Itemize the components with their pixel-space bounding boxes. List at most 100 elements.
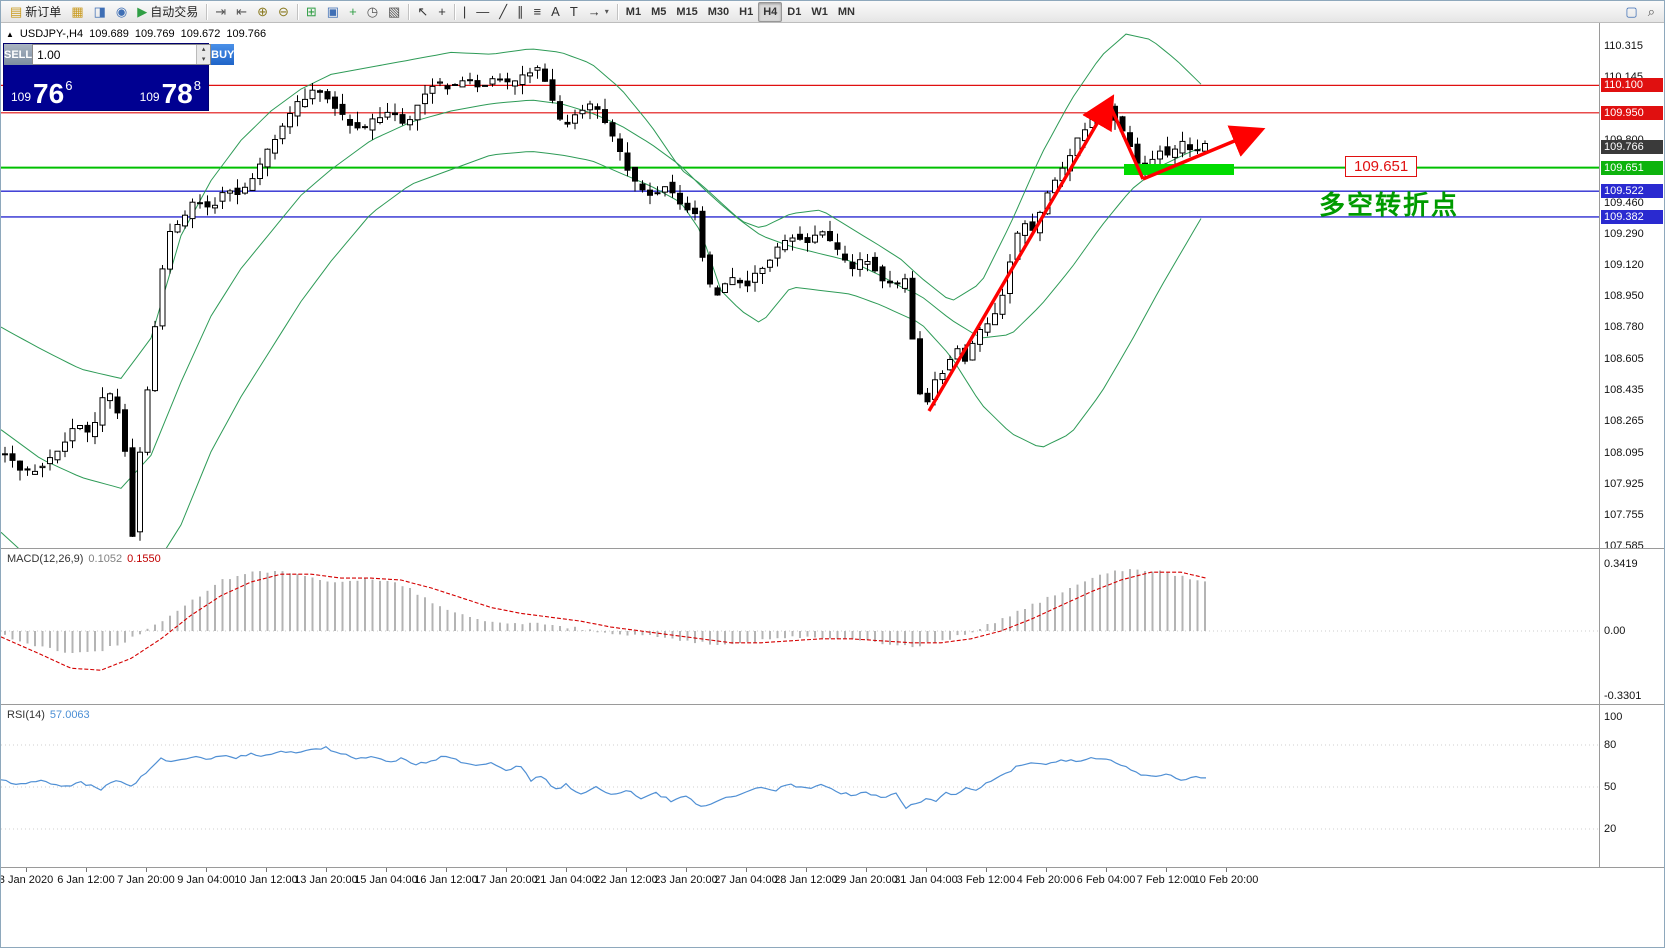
market-watch-button[interactable]: ◨ <box>89 2 111 22</box>
chart-shift-button[interactable]: ⇤ <box>231 2 252 22</box>
volume-input[interactable] <box>33 45 197 64</box>
fibonacci-button[interactable]: ≡ <box>529 2 547 22</box>
new-order-button[interactable]: ▤ 新订单 <box>10 4 62 19</box>
macd-histogram-bar <box>791 631 794 637</box>
timeframe-m15-button[interactable]: M15 <box>676 5 698 18</box>
trend-arrow-1[interactable] <box>927 94 1115 412</box>
candle-body <box>669 181 676 194</box>
macd-panel[interactable]: MACD(12,26,9) 0.1052 0.1550 <box>1 549 1599 704</box>
trend-arrow-2[interactable] <box>1107 102 1145 180</box>
horizontal-line-button[interactable]: — <box>471 2 494 22</box>
tile-windows-button[interactable]: ⊞ <box>301 2 322 22</box>
macd-histogram-bar <box>701 631 704 642</box>
macd-histogram-bar <box>439 606 441 631</box>
timeframe-m30-button[interactable]: M30 <box>707 5 730 18</box>
label-button[interactable]: T <box>565 2 583 22</box>
candle-body <box>557 101 563 120</box>
crosshair-icon: + <box>438 4 446 19</box>
candle-body <box>257 163 263 180</box>
price-level-label[interactable]: 109.651 <box>1345 156 1418 177</box>
one-click-toggle-icon[interactable]: ▲ <box>6 29 14 39</box>
navigator-button[interactable]: ◉ <box>111 2 132 22</box>
volume-decrease-button[interactable]: ▾ <box>196 54 211 64</box>
time-axis-label: 17 Jan 20:00 <box>474 874 538 886</box>
timeframe-m1-button[interactable]: M1 <box>625 5 642 18</box>
symbol-period-label: USDJPY-,H4 <box>19 28 84 40</box>
market-depth-button[interactable]: ▦ <box>66 2 88 22</box>
autotrading-button[interactable]: ▶ 自动交易 <box>137 4 199 19</box>
time-axis-tick <box>626 868 627 872</box>
buy-button[interactable]: BUY <box>211 44 235 65</box>
rsi-panel[interactable]: RSI(14) 57.0063 <box>1 705 1599 867</box>
turning-point-note[interactable]: 多空转折点 <box>1319 190 1460 220</box>
macd-histogram-bar <box>1174 575 1176 631</box>
shapes-icon: → <box>587 4 601 19</box>
candle-body <box>489 78 496 85</box>
macd-axis[interactable]: 0.3419 0.00 -0.3301 <box>1599 549 1664 704</box>
candle-body <box>1164 146 1171 156</box>
macd-histogram-bar <box>109 631 111 646</box>
macd-histogram-bar <box>266 572 269 631</box>
candle-body <box>309 89 316 100</box>
macd-histogram-bar <box>626 631 629 636</box>
buy-price-display[interactable]: 109 78 8 <box>140 78 201 108</box>
timeframe-w1-button[interactable]: W1 <box>811 5 828 18</box>
macd-histogram-bar <box>836 631 839 639</box>
periods-button[interactable]: ◷ <box>362 2 383 22</box>
macd-histogram-bar <box>979 629 981 631</box>
scroll-to-end-button[interactable]: ⇥ <box>210 2 231 22</box>
text-button[interactable]: A <box>546 2 565 22</box>
macd-histogram-bar <box>686 631 689 641</box>
search-button[interactable]: ⌕ <box>1643 2 1660 22</box>
macd-histogram-bar <box>251 571 254 631</box>
time-axis[interactable]: 3 Jan 2020 6 Jan 12:00 7 Jan 20:00 9 Jan 04… <box>1 867 1664 891</box>
timeframe-mn-button[interactable]: MN <box>837 5 855 18</box>
candle-body <box>324 91 331 100</box>
panel-separator[interactable] <box>1 548 1664 549</box>
vertical-line-button[interactable]: | <box>458 2 471 22</box>
rsi-axis[interactable]: 100 80 50 20 <box>1599 705 1664 867</box>
sell-button[interactable]: SELL <box>4 44 33 65</box>
templates-button[interactable]: ▧ <box>383 2 405 22</box>
trendline-icon: ╱ <box>499 4 508 19</box>
macd-histogram-bar <box>499 622 501 631</box>
timeframe-d1-button[interactable]: D1 <box>787 5 802 18</box>
tile-windows-icon: ⊞ <box>305 4 317 19</box>
candle-body <box>947 359 953 371</box>
zoom-out-button[interactable]: ⊖ <box>273 2 294 22</box>
sell-price-display[interactable]: 109 76 6 <box>11 78 73 108</box>
macd-histogram-bar <box>814 631 816 638</box>
rsi-line <box>1 745 1206 810</box>
zoom-in-button[interactable]: ⊕ <box>252 2 273 22</box>
macd-histogram-bar <box>34 631 36 647</box>
indicators-button[interactable]: + <box>344 2 362 22</box>
timeframe-m5-button[interactable]: M5 <box>651 5 667 18</box>
price-chart-plot[interactable]: ▲ USDJPY-,H4 109.689 109.769 109.672 109… <box>1 23 1599 548</box>
shapes-dropdown[interactable]: → ▾ <box>583 2 614 22</box>
timeframe-h1-button[interactable]: H1 <box>739 5 754 18</box>
bid-pip-digit: 6 <box>65 78 73 93</box>
panel-separator[interactable] <box>1 704 1664 705</box>
timeframe-h4-button[interactable]: H4 <box>758 1 783 22</box>
window-list-button[interactable]: ▢ <box>1620 2 1642 22</box>
macd-histogram-bar <box>326 581 329 631</box>
new-chart-button[interactable]: ▣ <box>322 2 344 22</box>
trendline-button[interactable]: ╱ <box>494 2 512 22</box>
macd-histogram-bar <box>229 579 231 631</box>
highlight-rect[interactable] <box>1124 164 1234 175</box>
fibonacci-icon: ≡ <box>533 4 542 19</box>
trend-arrow-3[interactable] <box>1142 125 1266 181</box>
cursor-button[interactable]: ↖ <box>412 2 433 22</box>
price-axis[interactable]: 110.315110.145109.800109.460109.290109.1… <box>1599 23 1664 552</box>
macd-axis-label: -0.3301 <box>1604 690 1642 702</box>
resistance-badge-1: 110.100 <box>1601 78 1663 92</box>
candle-body <box>459 80 466 88</box>
candle-body <box>437 81 443 84</box>
macd-histogram-bar <box>896 631 899 646</box>
macd-histogram-bar <box>206 590 209 631</box>
candle-body <box>587 103 593 111</box>
volume-increase-button[interactable]: ▴ <box>196 45 211 55</box>
crosshair-button[interactable]: + <box>433 2 451 22</box>
channel-button[interactable]: ∥ <box>512 2 529 22</box>
candle-body <box>159 268 166 327</box>
